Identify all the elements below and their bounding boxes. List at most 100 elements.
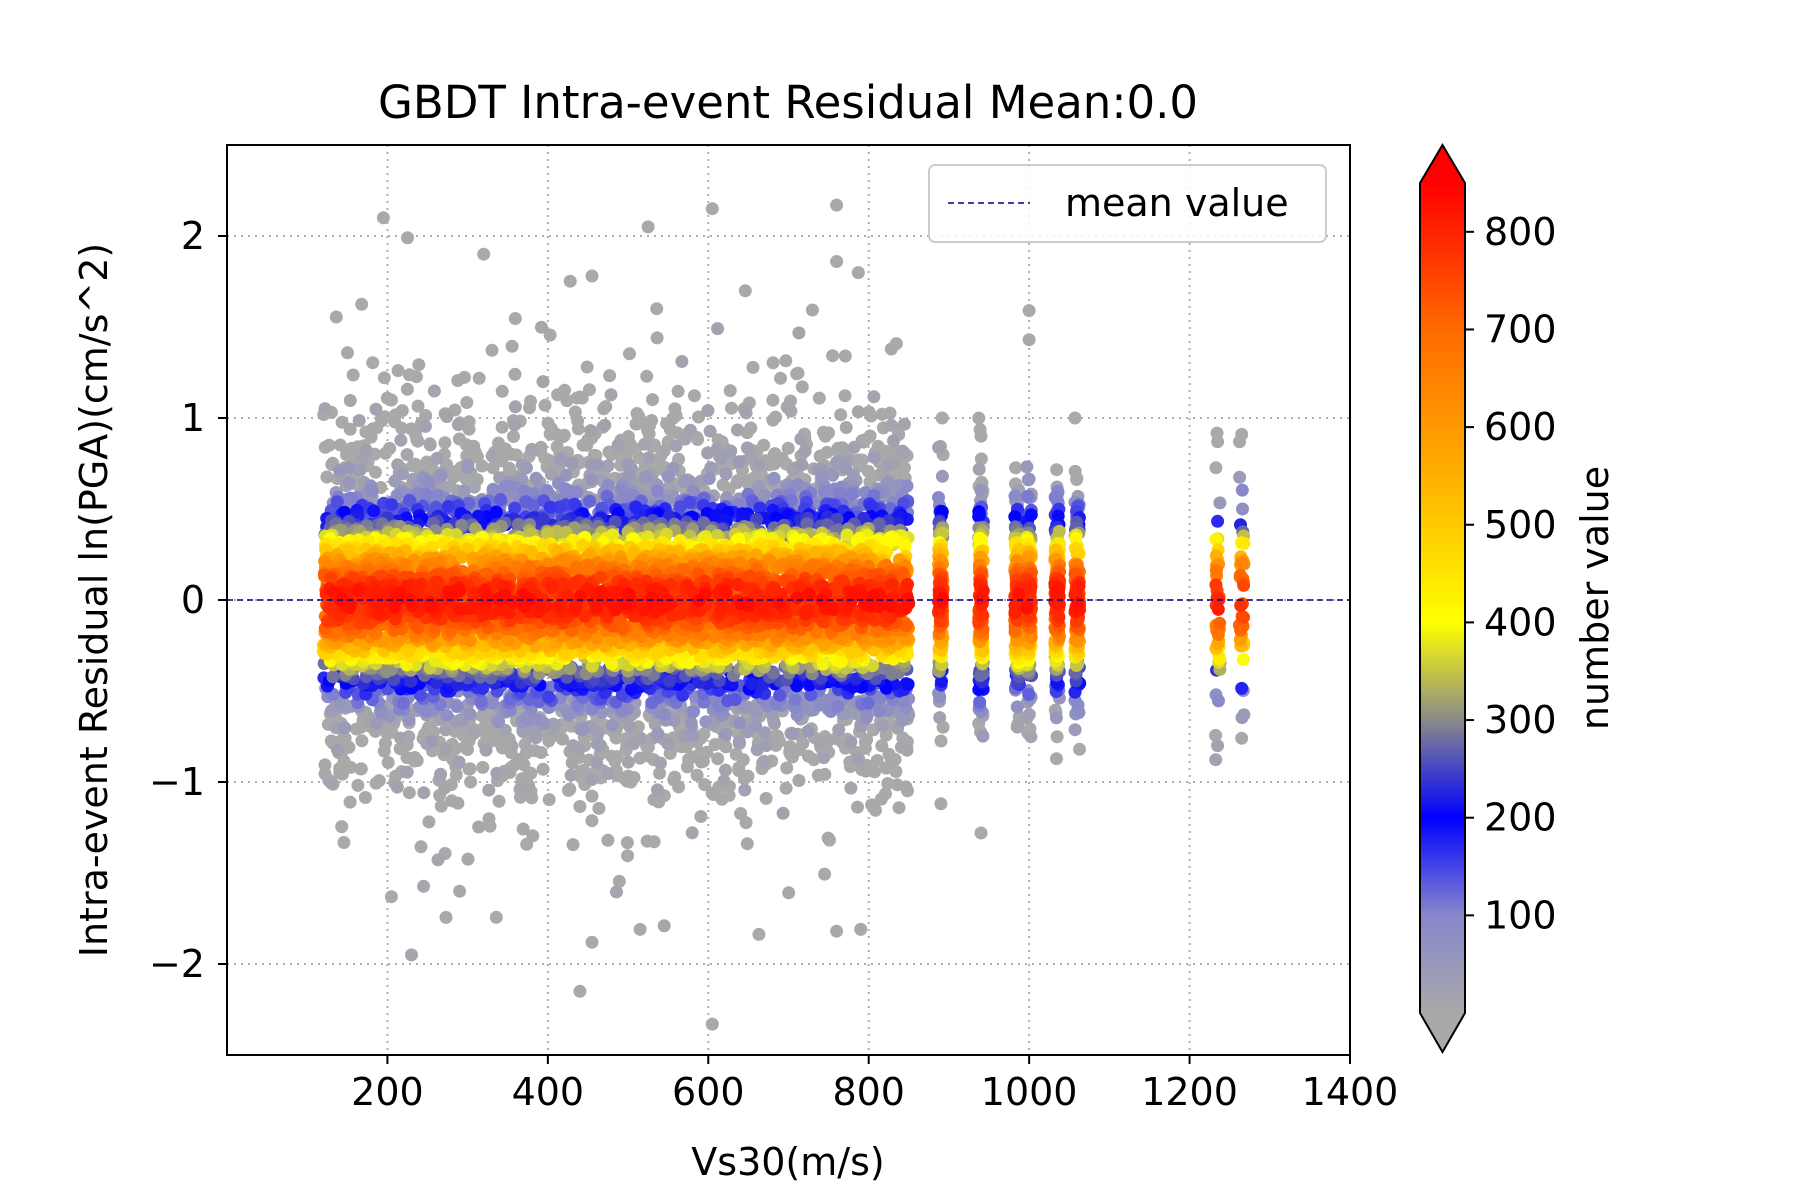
scatter-point xyxy=(351,778,365,792)
scatter-point xyxy=(861,464,875,478)
scatter-point xyxy=(708,738,722,751)
scatter-point xyxy=(705,202,719,216)
scatter-point xyxy=(598,418,612,432)
scatter-point xyxy=(869,803,882,817)
scatter-point xyxy=(719,467,733,481)
scatter-point xyxy=(406,459,420,473)
scatter-point xyxy=(343,394,357,407)
scatter-point xyxy=(812,391,826,405)
scatter-point xyxy=(376,211,390,225)
scatter-point xyxy=(570,486,584,499)
scatter-point xyxy=(565,456,579,470)
scatter-point xyxy=(452,755,466,769)
scatter-point xyxy=(335,820,349,834)
scatter-point xyxy=(661,470,675,484)
scatter-point xyxy=(380,727,394,740)
scatter-point xyxy=(733,716,746,730)
scatter-point xyxy=(716,478,730,492)
scatter-point xyxy=(932,441,946,454)
scatter-point xyxy=(1236,502,1249,516)
scatter-point xyxy=(1050,752,1063,766)
scatter-point xyxy=(855,453,869,467)
scatter-point xyxy=(434,799,448,813)
scatter-point xyxy=(342,740,356,754)
scatter-point xyxy=(658,707,672,721)
scatter-point xyxy=(934,797,948,811)
scatter-point xyxy=(830,198,844,212)
scatter-point xyxy=(851,266,865,280)
scatter-point xyxy=(438,781,452,795)
scatter-point xyxy=(543,328,557,342)
scatter-point xyxy=(560,394,574,408)
scatter-point xyxy=(509,448,523,462)
scatter-point xyxy=(805,303,819,317)
scatter-point xyxy=(566,838,580,852)
scatter-point xyxy=(757,438,771,452)
scatter-point xyxy=(402,786,416,800)
scatter-point xyxy=(602,445,616,459)
scatter-point xyxy=(1068,464,1082,478)
scatter-point xyxy=(826,349,840,363)
scatter-point xyxy=(684,716,698,730)
scatter-point xyxy=(492,794,506,808)
scatter-point xyxy=(707,788,720,801)
scatter-point xyxy=(834,408,848,422)
scatter-point xyxy=(359,443,373,457)
scatter-point xyxy=(461,852,475,866)
scatter-point xyxy=(597,402,611,416)
scatter-point xyxy=(851,405,865,419)
scatter-point xyxy=(798,444,812,458)
scatter-point xyxy=(974,429,988,443)
scatter-point xyxy=(330,495,344,509)
scatter-point xyxy=(410,754,424,767)
scatter-point xyxy=(611,438,625,452)
scatter-point xyxy=(630,407,644,420)
scatter-point xyxy=(591,726,605,740)
scatter-point xyxy=(855,763,869,777)
scatter-point xyxy=(717,774,731,788)
scatter-point xyxy=(331,743,344,757)
scatter-point xyxy=(759,791,773,805)
scatter-point xyxy=(694,810,708,823)
scatter-point xyxy=(1024,508,1038,522)
scatter-point xyxy=(766,356,780,370)
scatter-point xyxy=(634,731,648,745)
scatter-point xyxy=(366,356,380,370)
scatter-point xyxy=(378,736,392,750)
scatter-point xyxy=(462,762,476,776)
scatter-point xyxy=(385,498,399,512)
scatter-point xyxy=(757,754,771,768)
scatter-point xyxy=(335,415,349,429)
scatter-point xyxy=(1236,653,1250,666)
scatter-point xyxy=(419,409,433,422)
scatter-point xyxy=(423,720,437,734)
scatter-point xyxy=(732,764,746,778)
scatter-point xyxy=(641,220,655,234)
scatter-point xyxy=(604,388,618,402)
scatter-point xyxy=(932,491,945,504)
scatter-point xyxy=(556,732,569,746)
scatter-point xyxy=(687,389,701,403)
scatter-point xyxy=(494,493,507,506)
scatter-point xyxy=(576,723,590,737)
scatter-point xyxy=(441,500,455,513)
scatter-point xyxy=(892,801,906,815)
scatter-point xyxy=(714,451,728,465)
scatter-point xyxy=(526,829,540,843)
scatter-point xyxy=(697,727,711,741)
scatter-point xyxy=(394,731,408,745)
scatter-point xyxy=(381,756,395,769)
scatter-point xyxy=(1020,460,1034,474)
scatter-point xyxy=(752,927,766,941)
scatter-point xyxy=(879,761,893,775)
scatter-point xyxy=(889,765,903,778)
scatter-point xyxy=(541,416,555,430)
scatter-point xyxy=(642,451,656,465)
data-points xyxy=(316,198,1251,1031)
scatter-point xyxy=(354,720,368,734)
scatter-point xyxy=(792,326,806,340)
scatter-point xyxy=(486,725,500,739)
scatter-point xyxy=(685,826,699,840)
scatter-point xyxy=(620,836,634,850)
scatter-point xyxy=(1209,728,1223,742)
